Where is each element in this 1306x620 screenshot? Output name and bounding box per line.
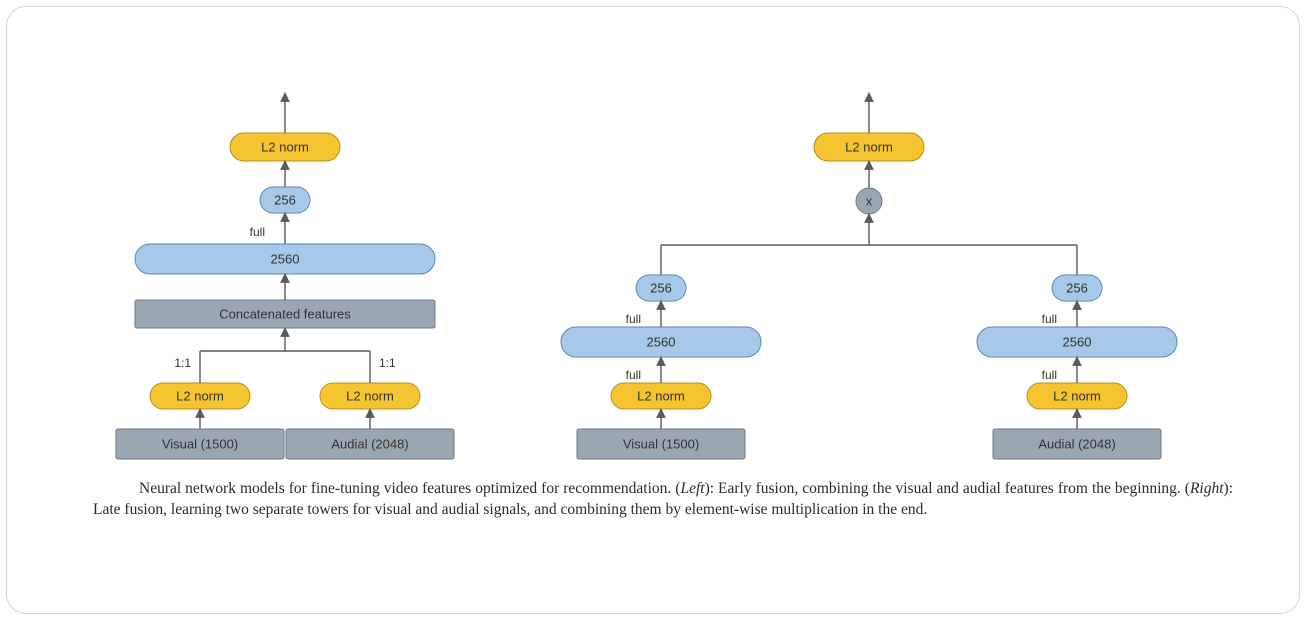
left-l2_v-label: L2 norm	[176, 389, 224, 404]
right-d2560_v-label: 2560	[647, 335, 676, 350]
edge-label: full	[626, 312, 641, 326]
edge-label: full	[626, 368, 641, 382]
right-d2560_a-label: 2560	[1063, 335, 1092, 350]
left-audial-label: Audial (2048)	[331, 437, 408, 452]
right-audial-label: Audial (2048)	[1038, 437, 1115, 452]
left-d256-label: 256	[274, 193, 296, 208]
caption-left-word: Left	[680, 480, 704, 497]
right-l2_a-label: L2 norm	[1053, 389, 1101, 404]
right-l2_v-label: L2 norm	[637, 389, 685, 404]
left-visual-label: Visual (1500)	[162, 437, 238, 452]
right-mult-label: x	[866, 194, 873, 209]
right-d256_a-label: 256	[1066, 281, 1088, 296]
caption-right-word: Right	[1190, 480, 1224, 497]
edge-label: full	[250, 225, 265, 239]
figure-frame: Visual (1500) Audial (2048) L2 norm L2 norm…	[6, 6, 1300, 614]
right-visual-label: Visual (1500)	[623, 437, 699, 452]
right-d256_v-label: 256	[650, 281, 672, 296]
left-concat-label: Concatenated features	[219, 307, 351, 322]
left-l2_a-label: L2 norm	[346, 389, 394, 404]
left-l2_top-label: L2 norm	[261, 140, 309, 155]
figure-caption: Neural network models for fine-tuning vi…	[93, 479, 1233, 521]
edge-label: 1:1	[174, 356, 191, 370]
edge-label: full	[1042, 312, 1057, 326]
left-d2560-label: 2560	[271, 252, 300, 267]
diagram-svg: Visual (1500) Audial (2048) L2 norm L2 norm…	[7, 7, 1301, 615]
edge-label: full	[1042, 368, 1057, 382]
caption-text-1: Neural network models for fine-tuning vi…	[139, 480, 680, 497]
caption-text-2: ): Early fusion, combining the visual an…	[705, 480, 1190, 497]
edge-label: 1:1	[379, 356, 396, 370]
right-l2_top-label: L2 norm	[845, 140, 893, 155]
